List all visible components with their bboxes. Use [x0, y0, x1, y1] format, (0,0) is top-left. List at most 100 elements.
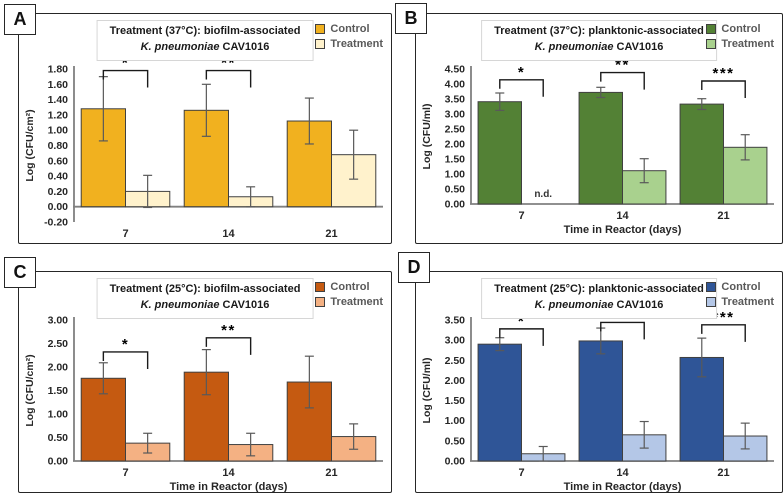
legend-swatch-control: [315, 24, 326, 34]
significance-stars: **: [221, 322, 236, 339]
panel-a-chart: -0.20 0.00 0.20 0.40 0.60 0.80 1.00 1.20 1.40 1.6…: [24, 55, 383, 243]
significance-bracket: [499, 328, 544, 346]
panel-b: 0.00 0.50 1.00 1.50 2.00 2.50 3.00 3.50 4.00 4.50…: [415, 13, 783, 244]
y-tick-label: -0.20: [44, 217, 68, 229]
legend-item-treatment: Treatment: [315, 296, 383, 308]
legend-item-treatment: Treatment: [706, 296, 774, 308]
y-tick-label: 0.00: [48, 456, 69, 468]
significance-stars: *: [518, 313, 525, 330]
significance-bracket: [102, 69, 149, 88]
x-tick-label: 14: [616, 467, 629, 479]
legend-label-treatment: Treatment: [330, 296, 383, 308]
y-tick-label: 3.50: [445, 94, 466, 106]
panel-a-legend: Control Treatment: [315, 23, 383, 50]
y-tick-label: 0.40: [48, 171, 69, 183]
species-name: K. pneumoniae: [140, 40, 220, 53]
panel-a-title-line2: K. pneumoniae CAV1016: [110, 40, 301, 56]
x-tick-label: 7: [518, 210, 524, 222]
strain-name: CAV1016: [219, 40, 270, 53]
bar-control-14d: [578, 91, 624, 205]
x-tick-label: 7: [122, 467, 128, 479]
panel-label-b: B: [395, 3, 427, 34]
panel-a-title-box: Treatment (37°C): biofilm-associated K. …: [96, 20, 314, 61]
legend-item-treatment: Treatment: [315, 38, 383, 50]
bar-control-14d: [183, 109, 230, 208]
significance-stars: *: [518, 64, 525, 81]
significance-bracket: [205, 337, 252, 355]
y-tick-label: 1.00: [445, 415, 466, 427]
legend-label-treatment: Treatment: [721, 296, 774, 308]
significance-stars: *: [122, 336, 129, 353]
legend-swatch-control: [706, 24, 717, 34]
not-detected-annotation: n.d.: [534, 189, 552, 200]
panel-b-title-box: Treatment (37°C): planktonic-associated …: [481, 20, 717, 61]
y-axis-title: Log (CFU/cm²): [24, 354, 36, 426]
significance-bracket: [600, 71, 645, 90]
y-tick-label: 2.00: [445, 139, 466, 151]
x-tick-label: 7: [122, 228, 128, 240]
x-tick-label: 21: [325, 228, 337, 240]
panel-c-title-line1: Treatment (25°C): biofilm-associated: [109, 283, 301, 295]
panel-b-title-line2: K. pneumoniae CAV1016: [494, 40, 704, 56]
panel-c-title-box: Treatment (25°C): biofilm-associated K. …: [96, 278, 314, 319]
panel-b-title-line1: Treatment (37°C): planktonic-associated: [494, 25, 704, 37]
panel-a: -0.20 0.00 0.20 0.40 0.60 0.80 1.00 1.20 1.40 1.6…: [18, 13, 392, 244]
y-tick-label: 1.40: [48, 94, 69, 106]
panel-a-title-line1: Treatment (37°C): biofilm-associated: [109, 25, 301, 37]
legend-item-control: Control: [706, 281, 774, 293]
y-tick-label: 1.00: [48, 409, 69, 421]
legend-item-control: Control: [315, 23, 383, 35]
panel-d-legend: Control Treatment: [706, 281, 774, 308]
panel-d-chart: 0.00 0.50 1.00 1.50 2.00 2.50 3.00 3.50 Log (CFU…: [421, 306, 774, 492]
x-tick-label: 14: [222, 467, 235, 479]
legend-item-control: Control: [706, 23, 774, 35]
y-tick-label: 2.00: [48, 362, 69, 374]
strain-name: CAV1016: [613, 298, 664, 311]
y-tick-label: 3.00: [48, 315, 69, 327]
x-tick-label: 21: [717, 210, 729, 222]
panel-b-chart: 0.00 0.50 1.00 1.50 2.00 2.50 3.00 3.50 4.00 4.50…: [421, 57, 774, 236]
panel-c: 0.00 0.50 1.00 1.50 2.00 2.50 3.00 Log (CFU/cm²…: [18, 271, 392, 493]
x-axis-title: Time in Reactor (days): [564, 224, 682, 236]
x-tick-label: 21: [717, 467, 729, 479]
legend-swatch-treatment: [315, 297, 326, 307]
legend-label-control: Control: [721, 23, 761, 35]
legend-swatch-treatment: [315, 39, 326, 49]
y-tick-label: 1.20: [48, 109, 69, 121]
legend-item-control: Control: [315, 281, 383, 293]
y-tick-label: 4.00: [445, 79, 466, 91]
y-tick-label: 0.50: [48, 432, 69, 444]
y-tick-label: 0.80: [48, 140, 69, 152]
legend-label-treatment: Treatment: [330, 38, 383, 50]
strain-name: CAV1016: [219, 298, 270, 311]
legend-swatch-control: [315, 282, 326, 292]
y-tick-label: 0.00: [445, 199, 466, 211]
y-tick-label: 1.50: [445, 395, 466, 407]
y-tick-label: 1.00: [48, 125, 69, 137]
panel-b-legend: Control Treatment: [706, 23, 774, 50]
significance-bracket: [701, 80, 746, 98]
significance-bracket: [205, 69, 252, 88]
panel-d: 0.00 0.50 1.00 1.50 2.00 2.50 3.00 3.50 Log (CFU…: [415, 271, 783, 493]
x-tick-label: 7: [518, 467, 524, 479]
y-tick-label: 2.50: [445, 355, 466, 367]
significance-stars: *: [122, 55, 129, 72]
x-axis-title: Time in Reactor (days): [564, 481, 682, 492]
y-tick-label: 1.60: [48, 79, 69, 91]
bar-control-7d: [477, 101, 522, 205]
panel-c-chart: 0.00 0.50 1.00 1.50 2.00 2.50 3.00 Log (CFU/cm²…: [24, 315, 383, 492]
y-tick-label: 3.50: [445, 315, 466, 327]
panel-label-d: D: [398, 252, 430, 283]
y-tick-label: 4.50: [445, 64, 466, 76]
y-tick-label: 0.00: [48, 201, 69, 213]
species-name: K. pneumoniae: [140, 298, 220, 311]
legend-label-control: Control: [330, 23, 370, 35]
significance-bracket: [600, 321, 645, 340]
bar-control-14d: [578, 340, 624, 462]
legend-item-treatment: Treatment: [706, 38, 774, 50]
panel-label-c: C: [4, 257, 36, 288]
significance-bracket: [701, 324, 746, 342]
y-tick-label: 2.50: [48, 338, 69, 350]
bar-control-7d: [477, 343, 522, 462]
y-tick-label: 1.00: [445, 169, 466, 181]
